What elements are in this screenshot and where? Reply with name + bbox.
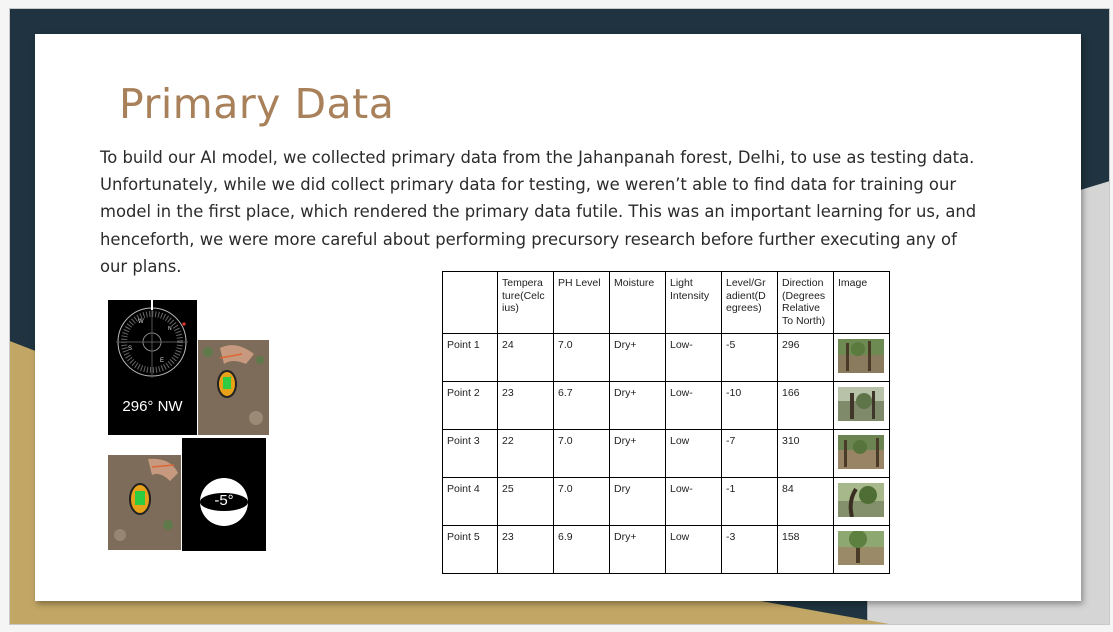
table-header-cell: Tempera ture(Celc ius)	[497, 271, 554, 334]
table-header-cell	[442, 271, 498, 334]
table-cell-level: -10	[721, 381, 778, 430]
table-cell-level: -1	[721, 477, 778, 526]
compass-photo: W S E N 296° NW	[108, 300, 197, 435]
table-cell-image	[833, 477, 890, 526]
window-frame	[9, 8, 1110, 625]
table-cell-light: Low-	[665, 333, 722, 382]
svg-text:S: S	[128, 346, 132, 352]
table-cell-light: Low-	[665, 381, 722, 430]
table-row: Point 5 23 6.9 Dry+ Low -3 158	[442, 525, 890, 574]
table-cell-direction: 158	[777, 525, 834, 574]
table-cell-moisture: Dry+	[609, 333, 666, 382]
table-cell-level: -5	[721, 333, 778, 382]
table-row: Point 1 24 7.0 Dry+ Low- -5 296	[442, 333, 890, 382]
soil-meter-photo-2	[108, 455, 181, 550]
table-cell-direction: 296	[777, 333, 834, 382]
soil-meter-photo-1	[198, 340, 269, 435]
table-cell-ph: 7.0	[553, 333, 610, 382]
table-header-cell: Moisture	[609, 271, 666, 334]
svg-text:W: W	[138, 319, 144, 325]
forest-photo-thumbnail	[838, 483, 884, 517]
table-header-cell: PH Level	[553, 271, 610, 334]
table-cell-temperature: 24	[497, 333, 554, 382]
table-cell-moisture: Dry+	[609, 381, 666, 430]
table-cell-temperature: 23	[497, 525, 554, 574]
compass-dial-icon: W S E N	[116, 300, 188, 378]
data-table: Tempera ture(Celc ius) PH Level Moisture…	[442, 271, 890, 574]
table-cell-direction: 84	[777, 477, 834, 526]
table-cell-ph: 6.9	[553, 525, 610, 574]
table-cell-moisture: Dry+	[609, 525, 666, 574]
table-cell-image	[833, 381, 890, 430]
table-cell-image	[833, 429, 890, 478]
table-row: Point 2 23 6.7 Dry+ Low- -10 166	[442, 381, 890, 430]
svg-text:N: N	[168, 326, 172, 332]
table-cell-image	[833, 333, 890, 382]
table-header-cell: Image	[833, 271, 890, 334]
table-header-row: Tempera ture(Celc ius) PH Level Moisture…	[442, 271, 890, 334]
table-cell-point: Point 5	[442, 525, 498, 574]
forest-photo-thumbnail	[838, 531, 884, 565]
table-header-cell: Direction (Degrees Relative To North)	[777, 271, 834, 334]
table-cell-level: -7	[721, 429, 778, 478]
table-cell-light: Low	[665, 429, 722, 478]
table-cell-ph: 7.0	[553, 477, 610, 526]
table-cell-light: Low	[665, 525, 722, 574]
table-cell-moisture: Dry	[609, 477, 666, 526]
table-cell-level: -3	[721, 525, 778, 574]
table-cell-image	[833, 525, 890, 574]
table-header-cell: Level/Gr adient(D egrees)	[721, 271, 778, 334]
compass-reading: 296° NW	[122, 398, 183, 415]
table-cell-direction: 310	[777, 429, 834, 478]
slide: Primary Data To build our AI model, we c…	[35, 34, 1081, 601]
table-cell-moisture: Dry+	[609, 429, 666, 478]
slide-body-text: To build our AI model, we collected prim…	[100, 148, 977, 276]
table-header-cell: Light Intensity	[665, 271, 722, 334]
table-cell-temperature: 22	[497, 429, 554, 478]
forest-photo-thumbnail	[838, 435, 884, 469]
level-photo: -5°	[182, 438, 266, 551]
table-cell-light: Low-	[665, 477, 722, 526]
table-cell-ph: 6.7	[553, 381, 610, 430]
svg-text:E: E	[160, 358, 164, 364]
forest-photo-thumbnail	[838, 339, 884, 373]
table-cell-point: Point 2	[442, 381, 498, 430]
table-cell-temperature: 23	[497, 381, 554, 430]
table-cell-point: Point 4	[442, 477, 498, 526]
table-cell-temperature: 25	[497, 477, 554, 526]
table-row: Point 3 22 7.0 Dry+ Low -7 310	[442, 429, 890, 478]
table-cell-point: Point 1	[442, 333, 498, 382]
forest-photo-thumbnail	[838, 387, 884, 421]
slide-title: Primary Data	[119, 80, 395, 128]
table-cell-ph: 7.0	[553, 429, 610, 478]
table-cell-direction: 166	[777, 381, 834, 430]
table-row: Point 4 25 7.0 Dry Low- -1 84	[442, 477, 890, 526]
table-cell-point: Point 3	[442, 429, 498, 478]
level-reading: -5°	[214, 492, 234, 509]
level-dial-icon	[200, 478, 248, 526]
